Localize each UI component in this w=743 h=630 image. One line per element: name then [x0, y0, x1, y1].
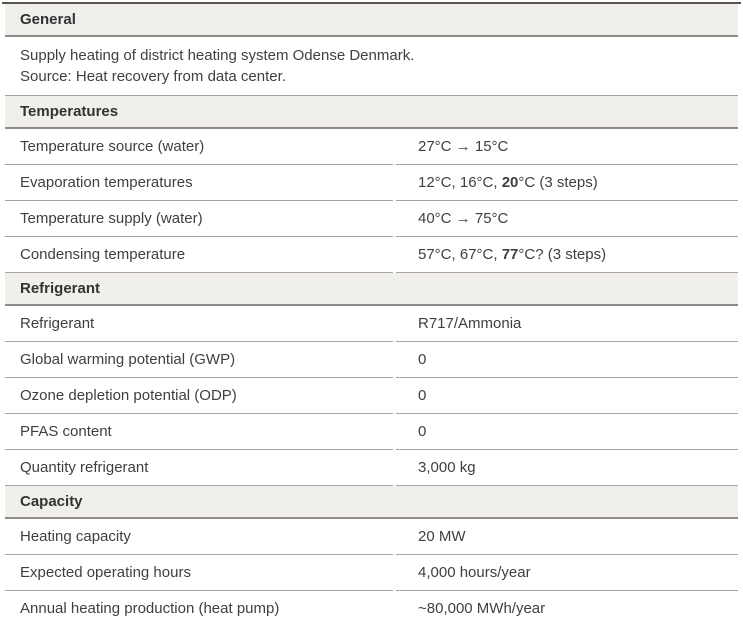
row-value-text: 12°C, 16°C,	[418, 174, 502, 191]
row-value-text: 0	[418, 423, 427, 440]
row-label: Condensing temperature	[5, 237, 393, 273]
table-row: Condensing temperature 57°C, 67°C, 77°C?…	[5, 237, 738, 273]
table-row: Quantity refrigerant 3,000 kg	[5, 450, 738, 486]
row-value: 40°C → 75°C	[396, 201, 738, 237]
row-value: 3,000 kg	[396, 450, 738, 486]
row-value: 57°C, 67°C, 77°C? (3 steps)	[396, 237, 738, 273]
table-row: Ozone depletion potential (ODP) 0	[5, 378, 738, 414]
section-header-general: General	[5, 4, 738, 37]
row-value: 12°C, 16°C, 20°C (3 steps)	[396, 165, 738, 201]
table-row: Heating capacity 20 MW	[5, 519, 738, 555]
row-value-text: 40°C → 75°C	[418, 210, 509, 227]
table-row: Temperature supply (water) 40°C → 75°C	[5, 201, 738, 237]
row-label: PFAS content	[5, 414, 393, 450]
table-row: Supply heating of district heating syste…	[5, 37, 738, 96]
row-value: 20 MW	[396, 519, 738, 555]
row-value: R717/Ammonia	[396, 306, 738, 342]
row-value-text: 0	[418, 387, 427, 404]
row-label: Heating capacity	[5, 519, 393, 555]
row-label: Evaporation temperatures	[5, 165, 393, 201]
row-value-text: 27°C → 15°C	[418, 138, 509, 155]
section-row-refrigerant: Refrigerant	[5, 273, 738, 306]
row-value-text: °C? (3 steps)	[518, 246, 607, 263]
row-value: ~80,000 MWh/year	[396, 591, 738, 626]
row-value-text: ~80,000 MWh/year	[418, 600, 546, 617]
row-label: Quantity refrigerant	[5, 450, 393, 486]
row-value-text: 0	[418, 351, 427, 368]
table-row: PFAS content 0	[5, 414, 738, 450]
row-value-text: 3,000 kg	[418, 459, 476, 476]
row-label: Temperature supply (water)	[5, 201, 393, 237]
general-description-line1: Supply heating of district heating syste…	[20, 47, 415, 64]
row-value-text: R717/Ammonia	[418, 315, 522, 332]
row-value-text: 57°C, 67°C,	[418, 246, 502, 263]
section-row-general: General	[5, 4, 738, 37]
row-value: 4,000 hours/year	[396, 555, 738, 591]
section-row-capacity: Capacity	[5, 486, 738, 519]
table-row: Refrigerant R717/Ammonia	[5, 306, 738, 342]
row-value-text: 4,000 hours/year	[418, 564, 531, 581]
row-value-bold: 77	[501, 246, 519, 263]
row-value: 0	[396, 342, 738, 378]
section-row-temperatures: Temperatures	[5, 96, 738, 129]
row-label: Global warming potential (GWP)	[5, 342, 393, 378]
row-label: Refrigerant	[5, 306, 393, 342]
row-label: Expected operating hours	[5, 555, 393, 591]
row-value: 0	[396, 414, 738, 450]
row-value-text: 20 MW	[418, 528, 466, 545]
row-value-bold: 20	[501, 174, 519, 191]
table-row: Global warming potential (GWP) 0	[5, 342, 738, 378]
section-header-temperatures: Temperatures	[5, 96, 738, 129]
row-value-text: °C (3 steps)	[518, 174, 598, 191]
general-description-line2: Source: Heat recovery from data center.	[20, 68, 286, 85]
row-label: Annual heating production (heat pump)	[20, 600, 280, 617]
section-header-capacity: Capacity	[5, 486, 738, 519]
section-header-refrigerant: Refrigerant	[5, 273, 738, 306]
table-row: Temperature source (water) 27°C → 15°C	[5, 129, 738, 165]
row-value: 27°C → 15°C	[396, 129, 738, 165]
table-row: Evaporation temperatures 12°C, 16°C, 20°…	[5, 165, 738, 201]
general-description: Supply heating of district heating syste…	[5, 37, 738, 96]
table-row: Expected operating hours 4,000 hours/yea…	[5, 555, 738, 591]
row-value: 0	[396, 378, 738, 414]
row-label: Ozone depletion potential (ODP)	[5, 378, 393, 414]
table-row: Annual heating production (heat pump) ~8…	[5, 591, 738, 626]
row-label: Temperature source (water)	[5, 129, 393, 165]
